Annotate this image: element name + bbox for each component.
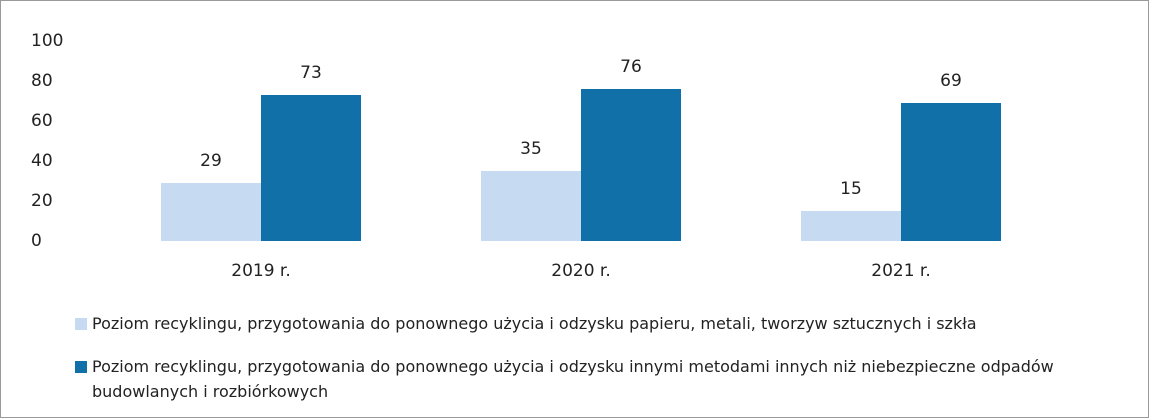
y-tick-label: 80 bbox=[31, 71, 53, 91]
bar bbox=[161, 183, 261, 241]
value-label: 73 bbox=[300, 63, 322, 83]
y-tick-label: 100 bbox=[31, 31, 63, 51]
legend-entry: Poziom recyklingu, przygotowania do pono… bbox=[75, 354, 1125, 404]
value-label: 29 bbox=[200, 151, 222, 171]
value-label: 76 bbox=[620, 57, 642, 77]
bar bbox=[581, 89, 681, 241]
bar bbox=[801, 211, 901, 241]
y-tick-label: 20 bbox=[31, 191, 53, 211]
legend-swatch bbox=[75, 318, 87, 330]
y-tick-label: 0 bbox=[31, 231, 42, 251]
value-label: 15 bbox=[840, 179, 862, 199]
legend-label: Poziom recyklingu, przygotowania do pono… bbox=[92, 357, 1054, 401]
y-tick-label: 40 bbox=[31, 151, 53, 171]
x-tick-label: 2021 r. bbox=[871, 261, 931, 281]
legend-label: Poziom recyklingu, przygotowania do pono… bbox=[92, 314, 977, 333]
bar bbox=[261, 95, 361, 241]
x-tick-label: 2020 r. bbox=[551, 261, 611, 281]
legend-entry: Poziom recyklingu, przygotowania do pono… bbox=[75, 311, 1125, 336]
legend-swatch bbox=[75, 361, 87, 373]
bar bbox=[901, 103, 1001, 241]
y-tick-label: 60 bbox=[31, 111, 53, 131]
value-label: 69 bbox=[940, 71, 962, 91]
x-tick-label: 2019 r. bbox=[231, 261, 291, 281]
value-label: 35 bbox=[520, 139, 542, 159]
legend: Poziom recyklingu, przygotowania do pono… bbox=[75, 311, 1125, 417]
bar bbox=[481, 171, 581, 241]
chart: 0 20 40 60 80 100 2019 r. 29 73 2020 r. 35 76 2021 r… bbox=[31, 31, 1001, 281]
